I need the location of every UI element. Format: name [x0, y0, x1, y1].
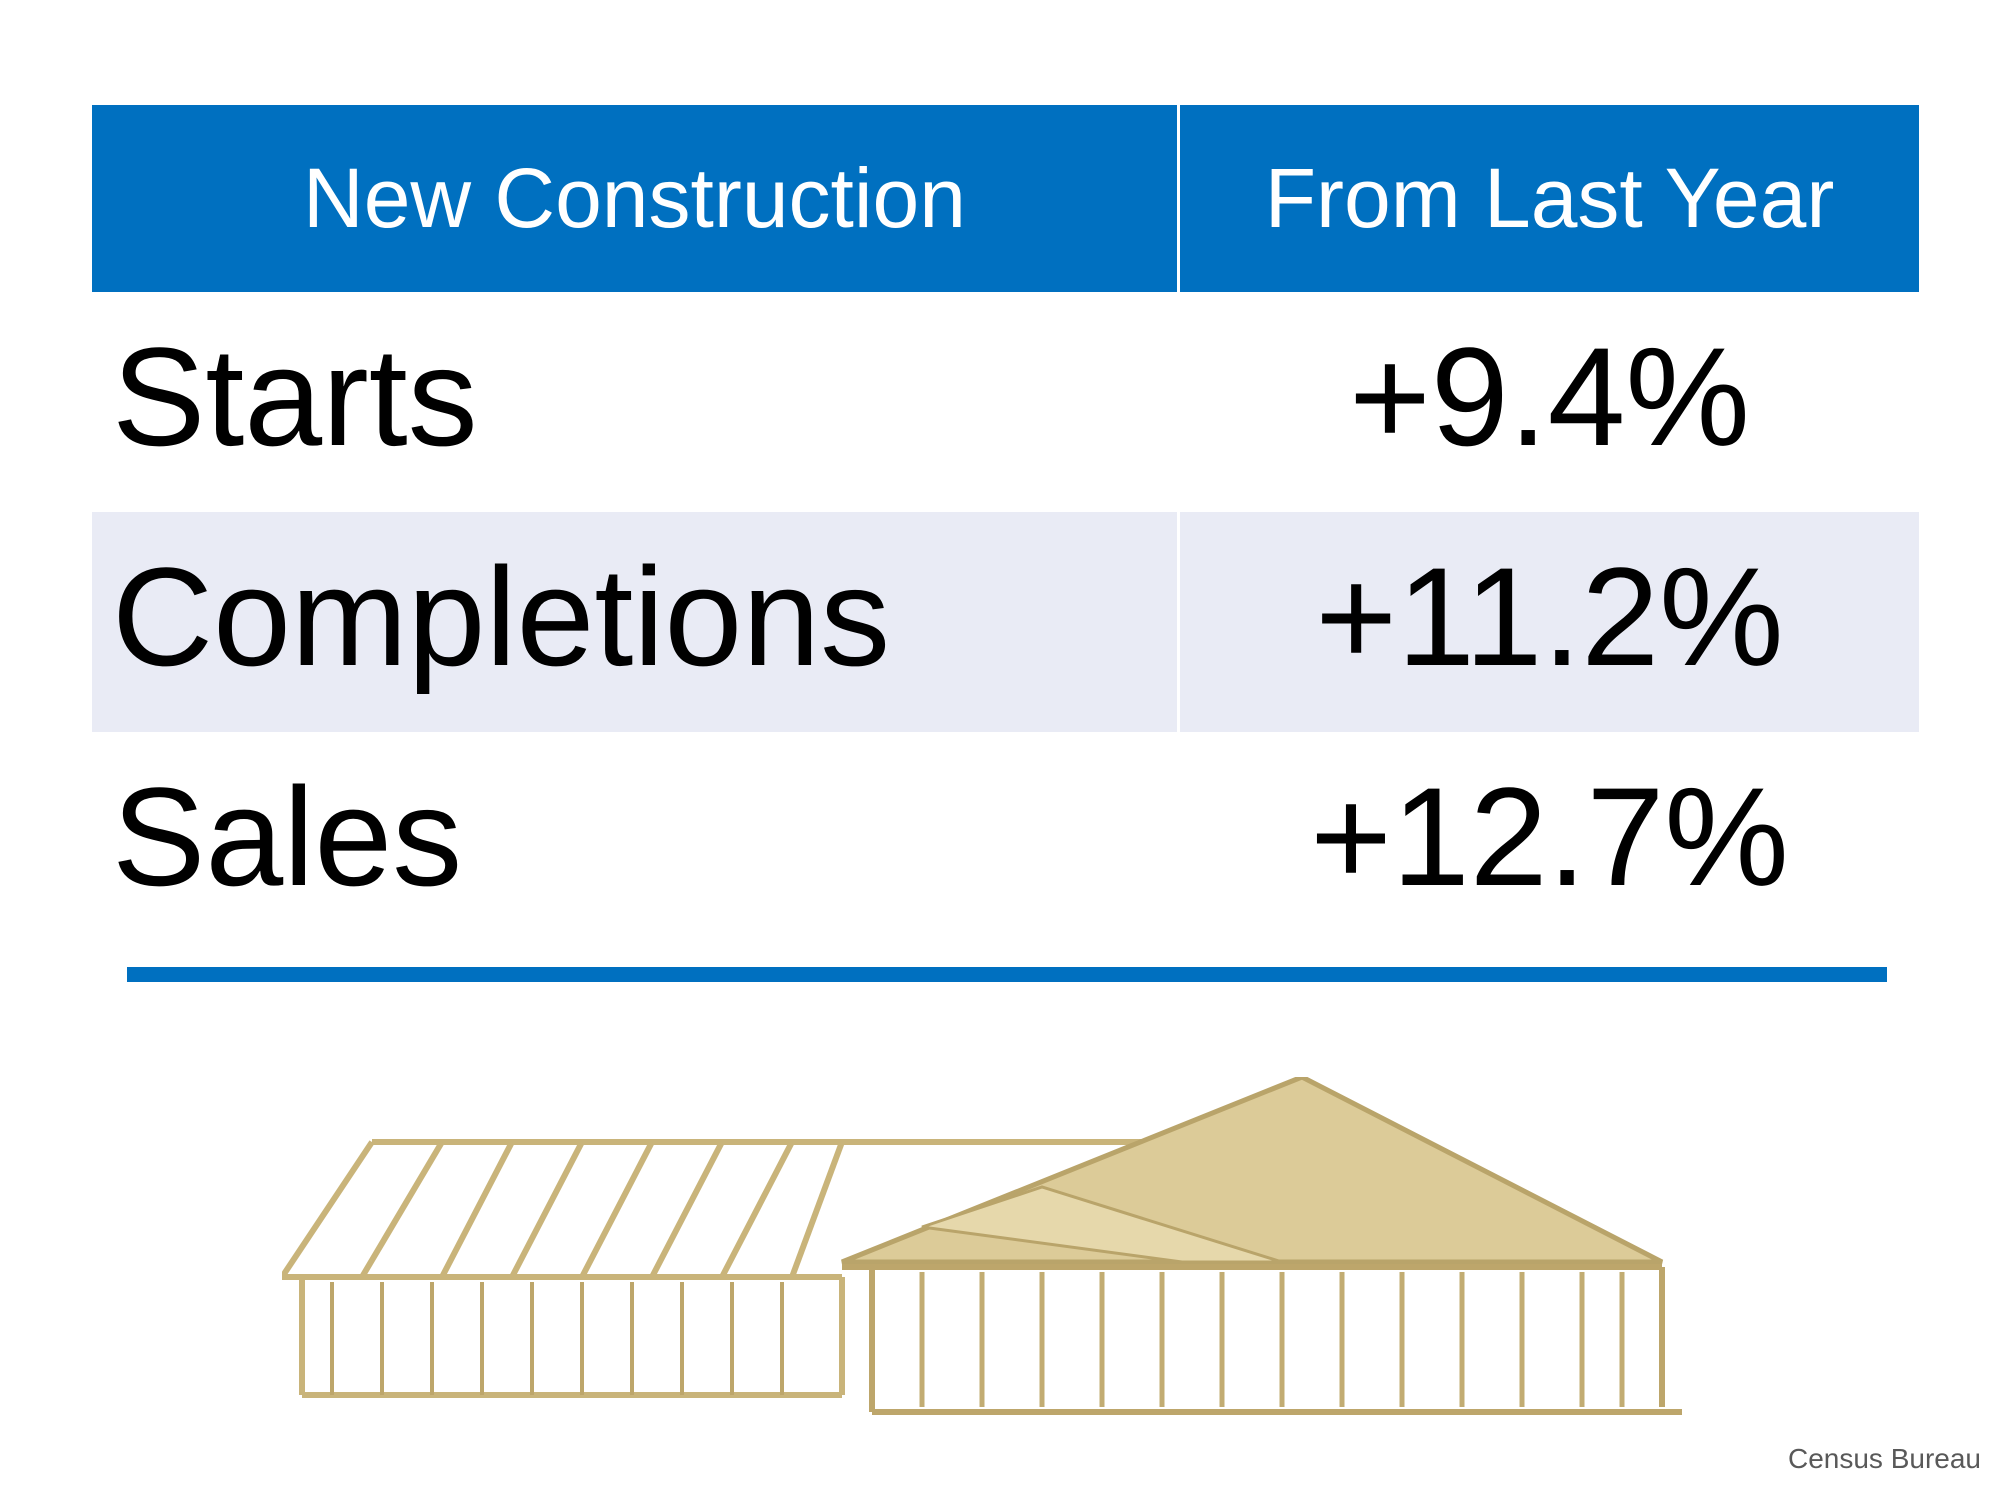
- row-value: +11.2%: [1180, 512, 1919, 732]
- row-value: +9.4%: [1349, 318, 1750, 475]
- row-label: Sales: [112, 758, 463, 915]
- house-frame-image: [282, 1077, 1682, 1415]
- divider-line: [127, 967, 1887, 982]
- table-row: Starts +9.4%: [92, 292, 1919, 512]
- construction-table: New Construction From Last Year Starts +…: [92, 105, 1919, 952]
- row-value: +12.7%: [1310, 758, 1789, 915]
- row-label: Completions: [92, 512, 1177, 732]
- row-label: Starts: [112, 318, 478, 475]
- source-credit: Census Bureau: [1787, 1443, 1981, 1474]
- table-row: Sales +12.7%: [92, 732, 1919, 952]
- table-row: Completions +11.2%: [92, 512, 1919, 732]
- header-from-last-year: From Last Year: [1180, 105, 1919, 292]
- header-new-construction: New Construction: [92, 105, 1177, 292]
- table-header: New Construction From Last Year: [92, 105, 1919, 292]
